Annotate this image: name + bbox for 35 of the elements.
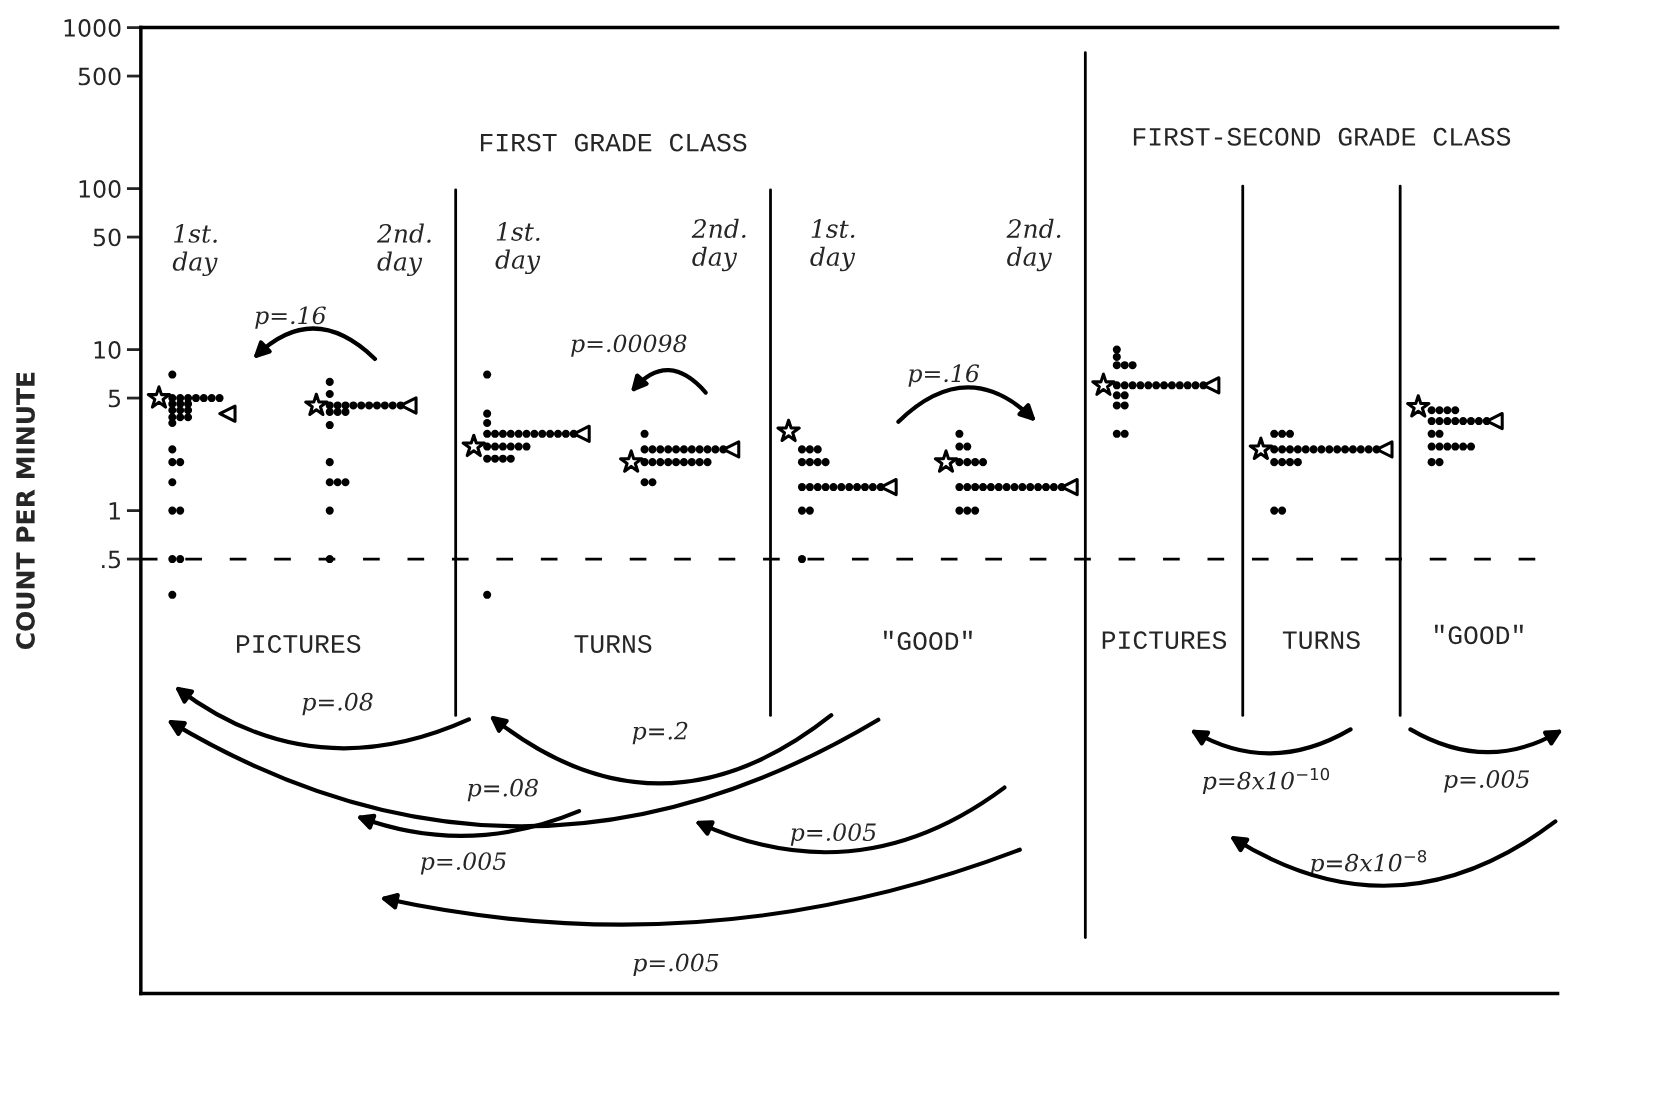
y-tick-label: 10: [94, 341, 121, 359]
annotation: p=.16: [255, 306, 326, 329]
annotation: p=.2: [632, 721, 688, 745]
y-tick-label: 1: [109, 502, 120, 520]
y-tick-label: .5: [102, 550, 121, 569]
annotation: p=.16: [908, 364, 980, 387]
annotation: p=8x10$^{−10}$: [1202, 767, 1330, 795]
annotation: p=8x10$^{−8}$: [1310, 849, 1427, 877]
annotation: p=.005: [790, 823, 876, 846]
annotation: p=.005: [420, 852, 506, 875]
annotation: 1st. day: [810, 219, 856, 272]
annotation: 1st. day: [172, 223, 218, 277]
annotation: p=.005: [633, 953, 719, 977]
annotation: 2nd. day: [376, 223, 431, 277]
y-tick-label: 5: [108, 389, 121, 408]
annotation: 1st. day: [495, 222, 541, 275]
annotation: "GOOD": [1434, 624, 1523, 645]
annotation: TURNS: [574, 635, 652, 653]
annotation: p=.00098: [571, 334, 687, 357]
annotation: 2nd. day: [1006, 218, 1061, 272]
annotation: "GOOD": [883, 630, 972, 651]
annotation: FIRST-SECOND GRADE CLASS: [1133, 127, 1511, 146]
y-tick-label: 500: [78, 67, 121, 86]
annotation: TURNS: [1282, 631, 1360, 650]
annotation: 2nd. day: [691, 218, 746, 272]
annotation: p=.08: [302, 692, 373, 716]
y-tick-label: 100: [79, 180, 121, 198]
annotation: p=.005: [1444, 770, 1530, 793]
y-tick-label: 1000: [64, 19, 121, 37]
y-tick-label: 50: [93, 228, 121, 247]
annotation: p=.08: [467, 778, 538, 802]
annotation: FIRST GRADE CLASS: [480, 133, 747, 152]
annotation: PICTURES: [1102, 631, 1227, 650]
y-axis-title: COUNT PER MINUTE: [16, 372, 35, 650]
annotation: PICTURES: [237, 635, 361, 653]
